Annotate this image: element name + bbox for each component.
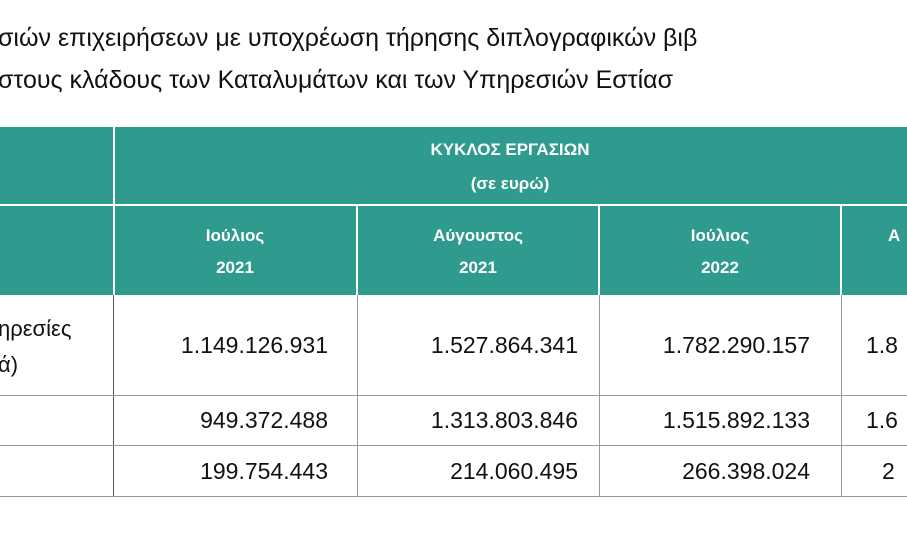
group-header: ΚΥΚΛΟΣ ΕΡΓΑΣΙΩΝ [430, 140, 590, 159]
cell-border [0, 445, 907, 446]
header-divider [356, 206, 358, 295]
cell-value: 1.149.126.931 [180, 332, 328, 358]
cell-value: 2 [882, 457, 895, 484]
column-header: Αύγουστος [433, 226, 523, 245]
header-divider [113, 127, 115, 295]
title-line: σιών επιχειρήσεων με υποχρέωση τήρησης δ… [0, 24, 698, 52]
cell-border [0, 395, 907, 396]
title-line: στους κλάδους των Καταλυμάτων και των Υπ… [0, 66, 674, 94]
group-header: (σε ευρώ) [470, 174, 550, 193]
column-header: Ιούλιος [690, 226, 750, 245]
cell-value: 1.6 [866, 407, 898, 433]
column-header: 2022 [701, 258, 739, 277]
cell-value: 1.8 [866, 332, 898, 358]
header-band [0, 127, 907, 295]
cell-value: 199.754.443 [200, 457, 328, 484]
cell-value: 1.527.864.341 [430, 332, 578, 358]
cell-value: 1.313.803.846 [430, 407, 578, 433]
cell-border [0, 496, 907, 497]
header-divider [0, 204, 113, 206]
cell-value: 266.398.024 [682, 457, 810, 484]
cell-value: 1.782.290.157 [662, 332, 810, 358]
column-header: Ιούλιος [205, 226, 265, 245]
column-header: 2021 [459, 258, 497, 277]
header-divider [113, 204, 907, 206]
header-divider [840, 206, 842, 295]
row-label: ά) [0, 352, 19, 377]
cell-value: 949.372.488 [200, 407, 328, 433]
column-header: 2021 [216, 258, 254, 277]
cell-value: 214.060.495 [450, 457, 578, 484]
column-header: Α [888, 226, 901, 245]
cell-value: 1.515.892.133 [662, 407, 810, 433]
row-label: ηρεσίες [0, 316, 72, 341]
header-divider [598, 206, 600, 295]
